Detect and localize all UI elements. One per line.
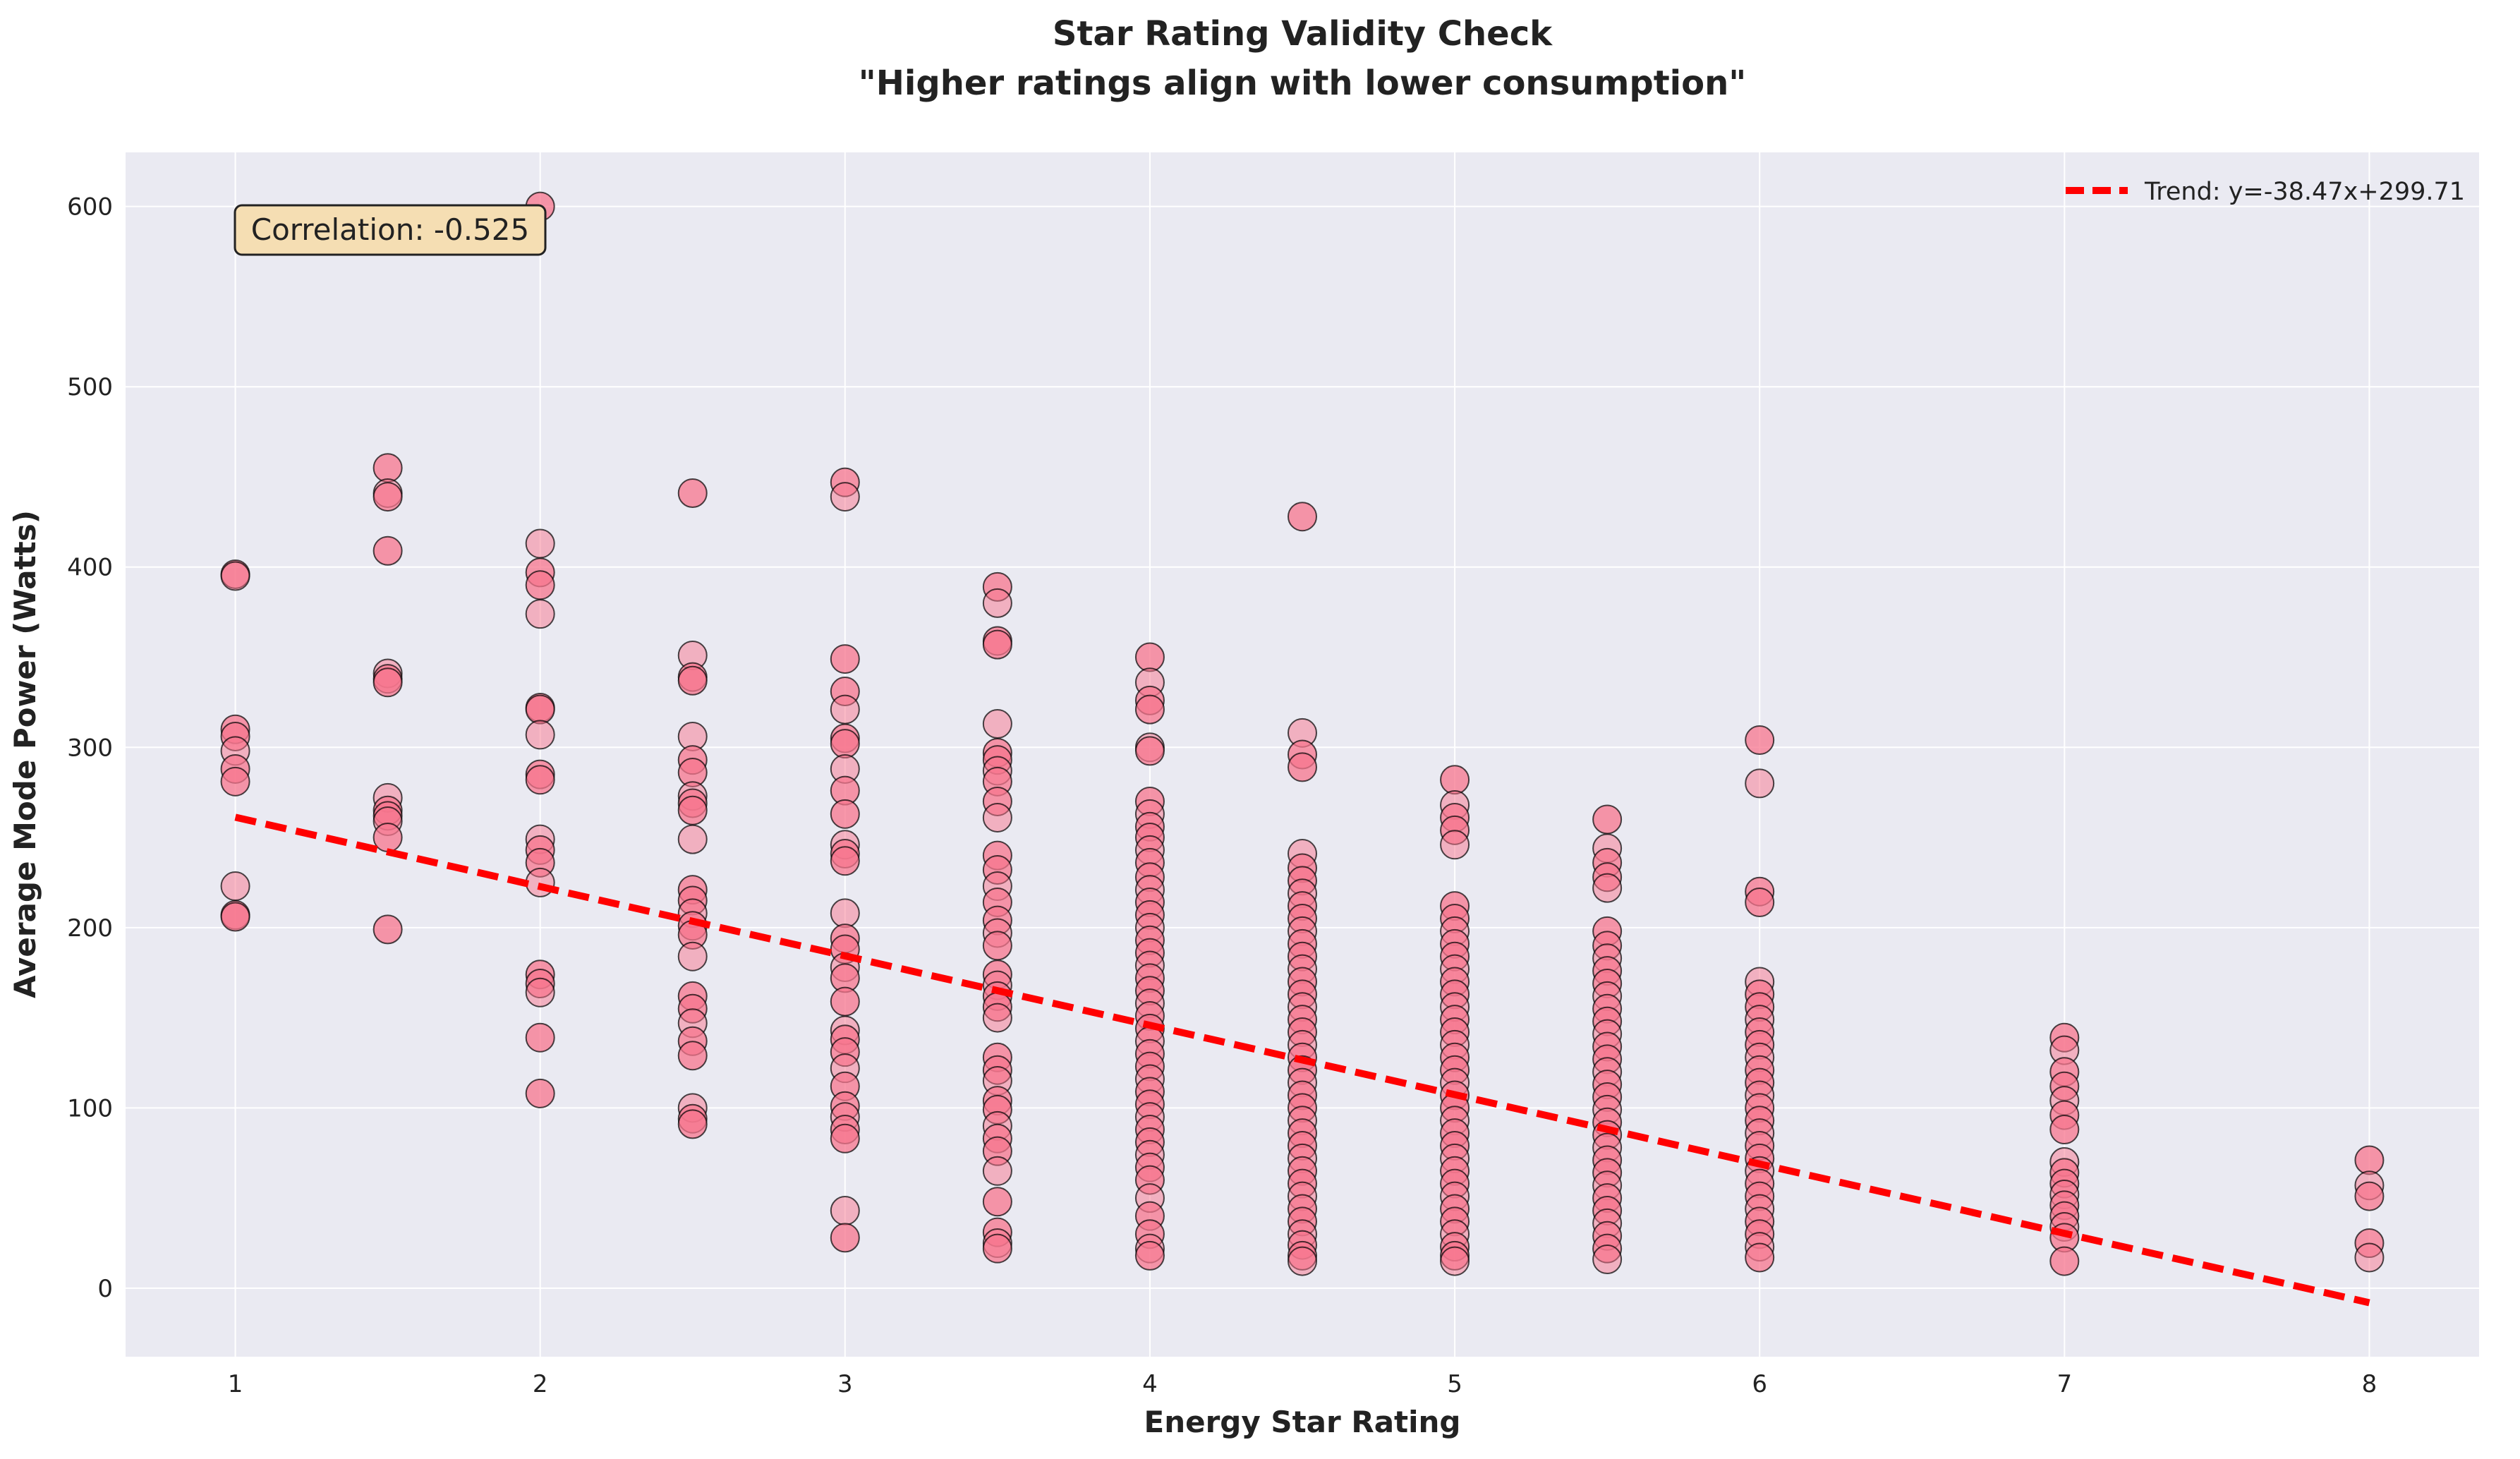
y-tick-label: 100: [67, 1094, 113, 1122]
data-point: [677, 941, 708, 971]
data-point: [1134, 1240, 1165, 1271]
data-point: [982, 802, 1012, 833]
data-point: [830, 482, 860, 512]
data-point: [372, 453, 403, 483]
data-point: [982, 709, 1012, 739]
data-point: [525, 528, 555, 559]
data-point: [982, 931, 1012, 961]
y-tick-label: 500: [67, 373, 113, 401]
data-point: [830, 898, 860, 928]
data-point: [1288, 502, 1317, 532]
data-point: [982, 629, 1012, 660]
data-point: [677, 478, 708, 508]
data-point: [1134, 736, 1165, 766]
legend: Trend: y=-38.47x+299.71: [2066, 178, 2465, 206]
y-tick-label: 600: [67, 193, 113, 222]
data-point: [525, 1078, 555, 1108]
correlation-annotation: Correlation: -0.525: [234, 204, 547, 256]
data-point: [1592, 873, 1623, 903]
data-point: [372, 482, 403, 512]
data-point: [1745, 1242, 1775, 1273]
y-axis-label: Average Mode Power (Watts): [8, 510, 42, 998]
data-point: [1745, 725, 1775, 756]
y-tick-label: 400: [67, 554, 113, 582]
x-tick-label: 5: [1447, 1370, 1462, 1398]
data-point: [525, 694, 555, 725]
data-points: [220, 191, 2385, 1276]
data-point: [525, 570, 555, 600]
data-point: [525, 765, 555, 795]
data-point: [372, 667, 403, 698]
data-point: [982, 1156, 1012, 1186]
data-point: [220, 902, 250, 932]
data-point: [2049, 1246, 2080, 1276]
data-point: [830, 1123, 860, 1154]
x-tick-label: 4: [1142, 1370, 1158, 1398]
data-point: [2354, 1181, 2385, 1211]
data-point: [220, 871, 250, 902]
data-point: [372, 535, 403, 566]
data-point: [830, 644, 860, 674]
data-point: [1592, 1245, 1623, 1275]
data-point: [830, 1196, 860, 1226]
data-point: [525, 599, 555, 629]
data-point: [982, 1233, 1012, 1264]
data-point: [982, 588, 1012, 618]
data-point: [677, 824, 708, 854]
data-point: [677, 1109, 708, 1139]
data-point: [1745, 768, 1775, 799]
x-tick-label: 2: [533, 1370, 548, 1398]
data-point: [982, 1003, 1012, 1033]
data-point: [830, 799, 860, 829]
x-tick-label: 7: [2056, 1370, 2072, 1398]
y-tick-label: 300: [67, 734, 113, 762]
y-tick-label: 0: [97, 1275, 113, 1303]
data-point: [525, 977, 555, 1007]
data-point: [1745, 888, 1775, 918]
trend-line-group: [234, 813, 2370, 1307]
chart-subtitle: "Higher ratings align with lower consump…: [859, 63, 1747, 103]
x-tick-label: 8: [2362, 1370, 2377, 1398]
data-point: [1440, 765, 1470, 795]
legend-trend-label: Trend: y=-38.47x+299.71: [2144, 178, 2465, 206]
data-point: [525, 720, 555, 750]
trend-line: [234, 813, 2370, 1307]
data-point: [372, 823, 403, 853]
data-point: [830, 986, 860, 1017]
data-point: [1134, 694, 1165, 725]
data-point: [1440, 1246, 1470, 1276]
data-point: [830, 729, 860, 759]
data-point: [830, 846, 860, 876]
data-point: [2354, 1242, 2385, 1273]
data-point: [1440, 830, 1470, 860]
data-point: [220, 561, 250, 591]
data-point: [1134, 642, 1165, 672]
data-point: [1592, 804, 1623, 835]
x-tick-label: 6: [1752, 1370, 1767, 1398]
x-tick-label: 1: [228, 1370, 243, 1398]
data-point: [830, 694, 860, 725]
correlation-box: [234, 204, 547, 256]
data-point: [830, 1223, 860, 1253]
data-point: [1288, 1246, 1317, 1276]
x-axis-label: Energy Star Rating: [1144, 1405, 1461, 1439]
data-point: [677, 795, 708, 825]
y-tick-label: 200: [67, 914, 113, 943]
data-point: [525, 1022, 555, 1053]
data-point: [677, 665, 708, 696]
data-point: [2354, 1145, 2385, 1175]
data-point: [677, 1041, 708, 1071]
data-point: [1288, 752, 1317, 782]
data-point: [982, 1187, 1012, 1217]
data-point: [372, 914, 403, 945]
tick-labels: 1 2 3 4 5 6 7 8 0 100 200 300 400 500 600: [67, 193, 2377, 1398]
correlation-text: Correlation: -0.525: [251, 212, 530, 247]
data-point: [2049, 1115, 2080, 1145]
data-point: [220, 766, 250, 797]
x-tick-label: 3: [837, 1370, 853, 1398]
chart-title: Star Rating Validity Check: [1053, 14, 1553, 54]
